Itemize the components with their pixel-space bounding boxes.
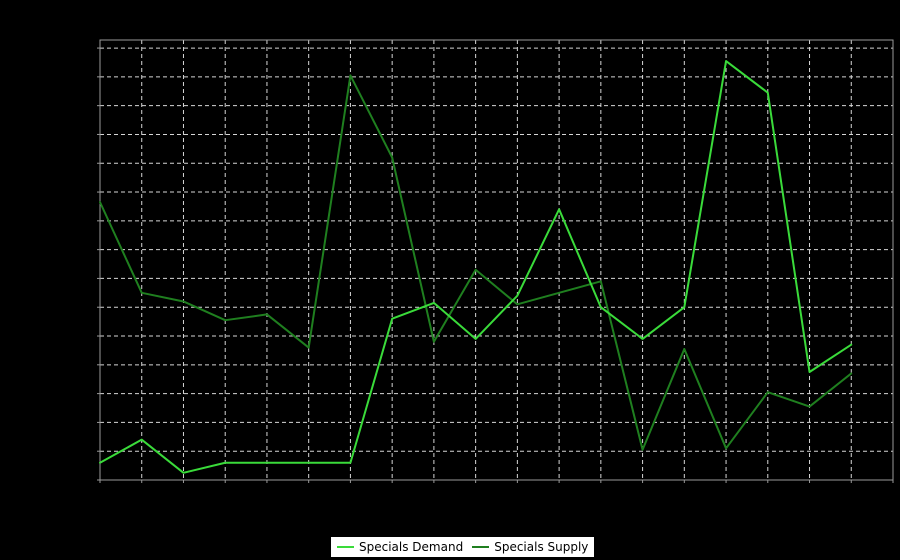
specials-supply-line: [99, 74, 853, 451]
legend-item-specials-supply: Specials Supply: [472, 537, 588, 557]
legend-line-swatch-supply-icon: [472, 546, 490, 548]
legend-item-specials-demand: Specials Demand: [337, 537, 463, 557]
grid-lines: [100, 40, 893, 480]
legend-label-specials-demand: Specials Demand: [359, 540, 464, 554]
legend-line-swatch-demand-icon: [337, 546, 354, 548]
legend-label-specials-supply: Specials Supply: [494, 540, 589, 554]
plot-border: [99, 39, 894, 481]
specials-demand-line: [99, 60, 853, 474]
axis-ticks: [97, 47, 894, 483]
legend: Specials Demand Specials Supply: [331, 537, 595, 557]
